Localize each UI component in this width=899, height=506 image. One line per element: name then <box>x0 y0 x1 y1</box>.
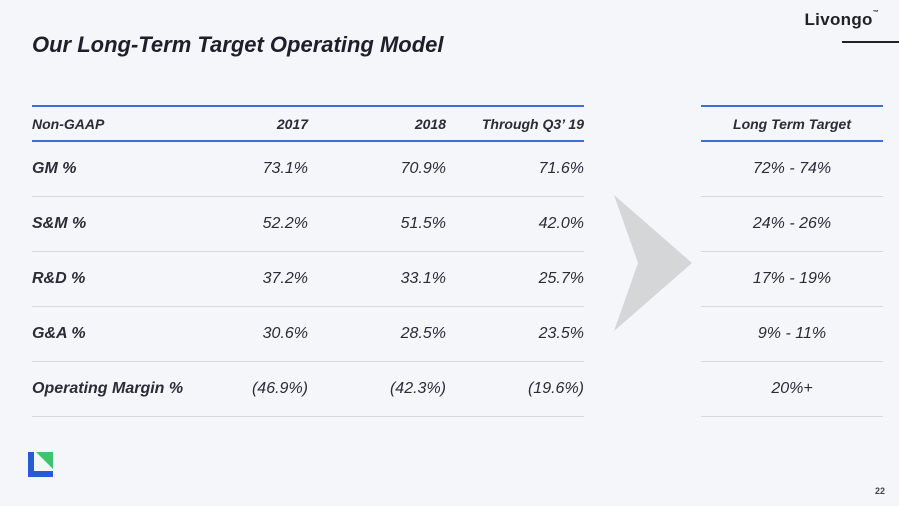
cell-value: (46.9%) <box>232 361 308 417</box>
cell-value: 30.6% <box>232 306 308 362</box>
row-label: G&A % <box>32 306 232 362</box>
cell-value: 28.5% <box>308 306 446 362</box>
cell-value: 25.7% <box>446 251 584 307</box>
table-row: G&A % 30.6% 28.5% 23.5% <box>32 306 584 362</box>
cell-value: 71.6% <box>446 141 584 197</box>
chevron-right-arrow-icon <box>614 195 692 331</box>
table-row: 17% - 19% <box>701 251 883 307</box>
table-row: GM % 73.1% 70.9% 71.6% <box>32 141 584 197</box>
brand-wordmark: Livongo™ <box>804 10 879 30</box>
target-table: Long Term Target 72% - 74% 24% - 26% 17%… <box>701 105 883 417</box>
table-row: S&M % 52.2% 51.5% 42.0% <box>32 196 584 252</box>
row-label: Operating Margin % <box>32 361 232 417</box>
target-value: 72% - 74% <box>701 141 883 197</box>
table-header-row: Non-GAAP 2017 2018 Through Q3’ 19 <box>32 106 584 141</box>
table-row: 9% - 11% <box>701 306 883 362</box>
cell-value: 33.1% <box>308 251 446 307</box>
brand-trademark: ™ <box>872 10 879 16</box>
target-value: 9% - 11% <box>701 306 883 362</box>
cell-value: 70.9% <box>308 141 446 197</box>
target-value: 24% - 26% <box>701 196 883 252</box>
table-row: 20%+ <box>701 361 883 417</box>
table-row: Operating Margin % (46.9%) (42.3%) (19.6… <box>32 361 584 417</box>
target-value: 17% - 19% <box>701 251 883 307</box>
metrics-table: Non-GAAP 2017 2018 Through Q3’ 19 GM % 7… <box>32 105 584 417</box>
page-number: 22 <box>874 486 885 496</box>
cell-value: 42.0% <box>446 196 584 252</box>
cell-value: (42.3%) <box>308 361 446 417</box>
cell-value: 73.1% <box>232 141 308 197</box>
row-label: GM % <box>32 141 232 197</box>
row-label: R&D % <box>32 251 232 307</box>
target-value: 20%+ <box>701 361 883 417</box>
cell-value: 52.2% <box>232 196 308 252</box>
table-row: R&D % 37.2% 33.1% 25.7% <box>32 251 584 307</box>
header-non-gaap: Non-GAAP <box>32 115 105 132</box>
brand-rule <box>842 41 899 43</box>
cell-value: 51.5% <box>308 196 446 252</box>
target-header-row: Long Term Target <box>701 106 883 141</box>
cell-value: 23.5% <box>446 306 584 362</box>
row-label: S&M % <box>32 196 232 252</box>
header-long-term-target: Long Term Target <box>733 115 851 132</box>
header-2018: 2018 <box>414 115 446 132</box>
header-2017: 2017 <box>276 115 308 132</box>
table-row: 24% - 26% <box>701 196 883 252</box>
slide-title: Our Long-Term Target Operating Model <box>32 32 444 57</box>
header-through-q3-19: Through Q3’ 19 <box>481 115 584 132</box>
brand-name: Livongo <box>804 10 873 29</box>
cell-value: (19.6%) <box>446 361 584 417</box>
table-row: 72% - 74% <box>701 141 883 197</box>
livongo-logo-icon <box>28 452 53 477</box>
cell-value: 37.2% <box>232 251 308 307</box>
